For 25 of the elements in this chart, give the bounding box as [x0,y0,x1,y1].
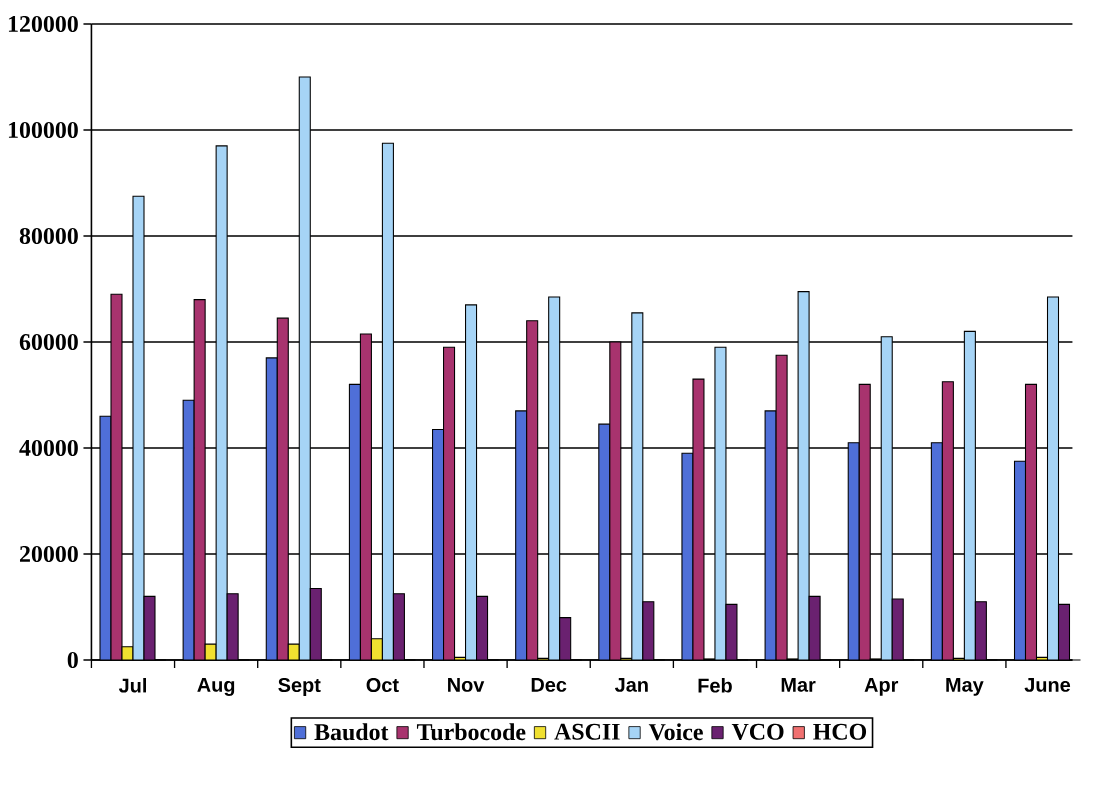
y-tick-label: 60000 [19,333,78,351]
x-tick-label: Aug [197,677,235,696]
y-tick-label: 100000 [8,121,78,139]
x-tick-label: Oct [366,677,399,693]
x-tick-label: June [1024,677,1071,692]
y-tick-label: 20000 [19,545,78,563]
x-tick-label: May [946,677,984,696]
x-tick-label: Nov [448,677,485,692]
y-tick-label: 0 [67,651,78,669]
y-tick-label: 40000 [19,439,78,457]
y-tick-label: 120000 [8,15,78,33]
y-tick-label: 80000 [19,227,78,245]
x-tick-label: Jul [118,677,146,693]
legend-label: VCO [731,723,784,740]
x-tick-label: Jan [614,677,648,692]
x-tick-label: Sept [278,677,321,697]
legend-label: ASCII [554,723,620,740]
x-tick-label: Feb [698,677,732,693]
legend-label: Voice [648,723,703,741]
legend-label: Baudot [314,723,389,741]
x-tick-label: Apr [864,677,899,696]
x-tick-label: Mar [781,677,816,692]
legend-label: Turbocode [416,723,526,741]
x-tick-label: Dec [531,677,567,692]
legend-label: HCO [813,723,867,740]
